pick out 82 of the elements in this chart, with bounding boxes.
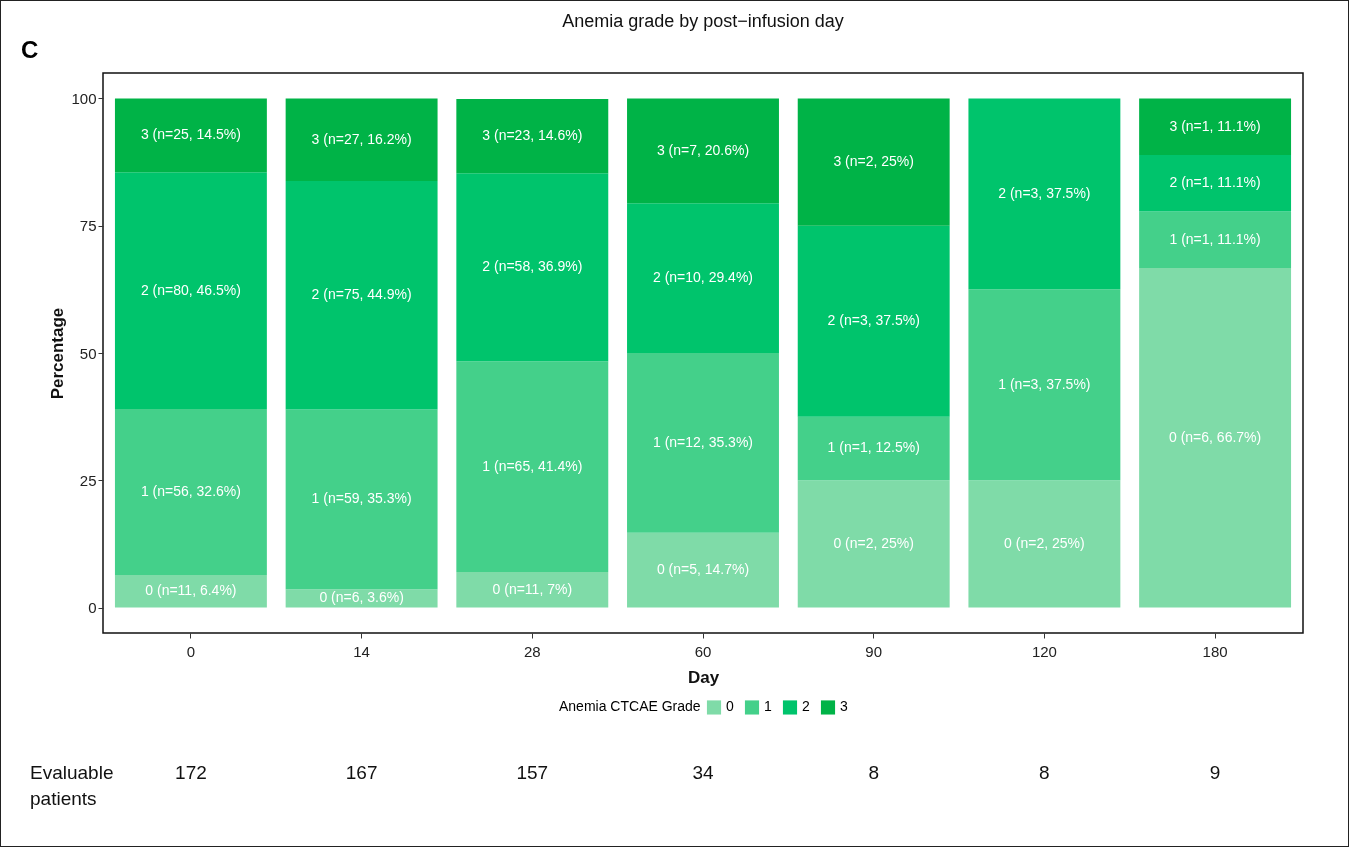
y-tick-label: 0 — [88, 599, 97, 617]
data-label: 0 (n=6, 66.7%) — [1168, 428, 1262, 445]
bar — [1139, 98, 1292, 155]
data-label: 1 (n=65, 41.4%) — [482, 457, 583, 474]
data-label: 1 (n=1, 12.5%) — [827, 439, 920, 456]
data-label: 3 (n=23, 14.6%) — [482, 127, 583, 144]
data-label: 2 (n=80, 46.5%) — [140, 281, 241, 298]
bar — [968, 98, 1121, 290]
data-label: 3 (n=27, 16.2%) — [311, 130, 412, 147]
data-label: 2 (n=58, 36.9%) — [482, 258, 583, 275]
text: 8 — [1039, 762, 1050, 783]
data-label: 1 (n=3, 37.5%) — [998, 375, 1091, 392]
bar — [797, 416, 950, 481]
data-label: 0 (n=11, 6.4%) — [145, 582, 237, 599]
bar — [285, 98, 438, 181]
legend-label: 2 — [802, 698, 810, 715]
legend-label: 1 — [764, 698, 772, 715]
data-label: 3 (n=1, 11.1%) — [1169, 117, 1261, 134]
y-axis-title: Percentage — [48, 307, 68, 400]
x-tick-label: 60 — [694, 642, 712, 660]
data-label: 2 (n=75, 44.9%) — [311, 286, 412, 303]
data-label: 0 (n=2, 25%) — [833, 534, 914, 551]
bar — [627, 353, 779, 533]
text: 9 — [1209, 762, 1221, 783]
x-tick-label: 120 — [1031, 642, 1057, 660]
x-tick-label: 180 — [1202, 642, 1228, 660]
bar — [114, 98, 267, 173]
bar — [797, 225, 950, 417]
bar — [1139, 267, 1292, 608]
bar — [114, 574, 267, 608]
x-tick-label: 0 — [186, 642, 196, 660]
bar — [285, 180, 438, 410]
text: 172 — [175, 762, 207, 783]
text: 157 — [516, 762, 549, 783]
bar — [456, 173, 609, 362]
bar — [114, 409, 267, 575]
y-tick-label: 25 — [79, 471, 97, 489]
x-tick-label: 28 — [523, 642, 541, 660]
data-label: 0 (n=6, 3.6%) — [319, 589, 404, 606]
text: C — [21, 36, 39, 63]
data-label: 0 (n=5, 14.7%) — [656, 561, 750, 578]
bar — [456, 98, 609, 174]
data-label: 2 (n=3, 37.5%) — [998, 184, 1091, 201]
data-label: 3 (n=7, 20.6%) — [656, 141, 750, 158]
bar — [797, 480, 950, 608]
legend-label: 0 — [726, 698, 734, 715]
bar — [627, 98, 779, 204]
data-label: 3 (n=2, 25%) — [833, 153, 914, 170]
text: 167 — [345, 762, 378, 783]
x-tick-label: 14 — [353, 642, 370, 660]
y-tick-label: 100 — [71, 89, 97, 107]
chart-title: Anemia grade by post−infusion day — [562, 11, 844, 31]
bar — [285, 409, 438, 590]
bar — [968, 289, 1121, 481]
x-axis-title: Day — [687, 667, 720, 687]
y-tick-label: 50 — [79, 344, 97, 362]
data-label: 2 (n=10, 29.4%) — [652, 269, 754, 286]
data-label: 0 (n=11, 7%) — [492, 580, 573, 597]
data-label: 0 (n=2, 25%) — [1004, 534, 1085, 551]
data-label: 1 (n=59, 35.3%) — [311, 490, 412, 507]
bar — [114, 172, 267, 409]
text: Evaluable patients — [30, 762, 114, 809]
data-label: 2 (n=3, 37.5%) — [827, 312, 920, 329]
legend-label: 3 — [840, 698, 848, 715]
bar — [1139, 211, 1292, 268]
text: 34 — [692, 762, 714, 783]
bar — [797, 98, 950, 226]
bar — [627, 532, 779, 608]
data-label: 1 (n=12, 35.3%) — [652, 433, 754, 450]
bar — [968, 480, 1121, 608]
text: 8 — [868, 762, 879, 783]
data-label: 3 (n=25, 14.5%) — [140, 126, 241, 143]
bar — [456, 361, 609, 572]
y-tick-label: 75 — [79, 217, 97, 235]
legend-title: Anemia CTCAE Grade — [559, 698, 701, 714]
bar — [456, 571, 609, 608]
data-label: 2 (n=1, 11.1%) — [1169, 174, 1261, 191]
bar — [627, 203, 779, 353]
bar — [1139, 154, 1292, 212]
data-label: 1 (n=56, 32.6%) — [140, 482, 241, 499]
x-tick-label: 90 — [865, 642, 883, 660]
data-label: 1 (n=1, 11.1%) — [1169, 230, 1261, 247]
